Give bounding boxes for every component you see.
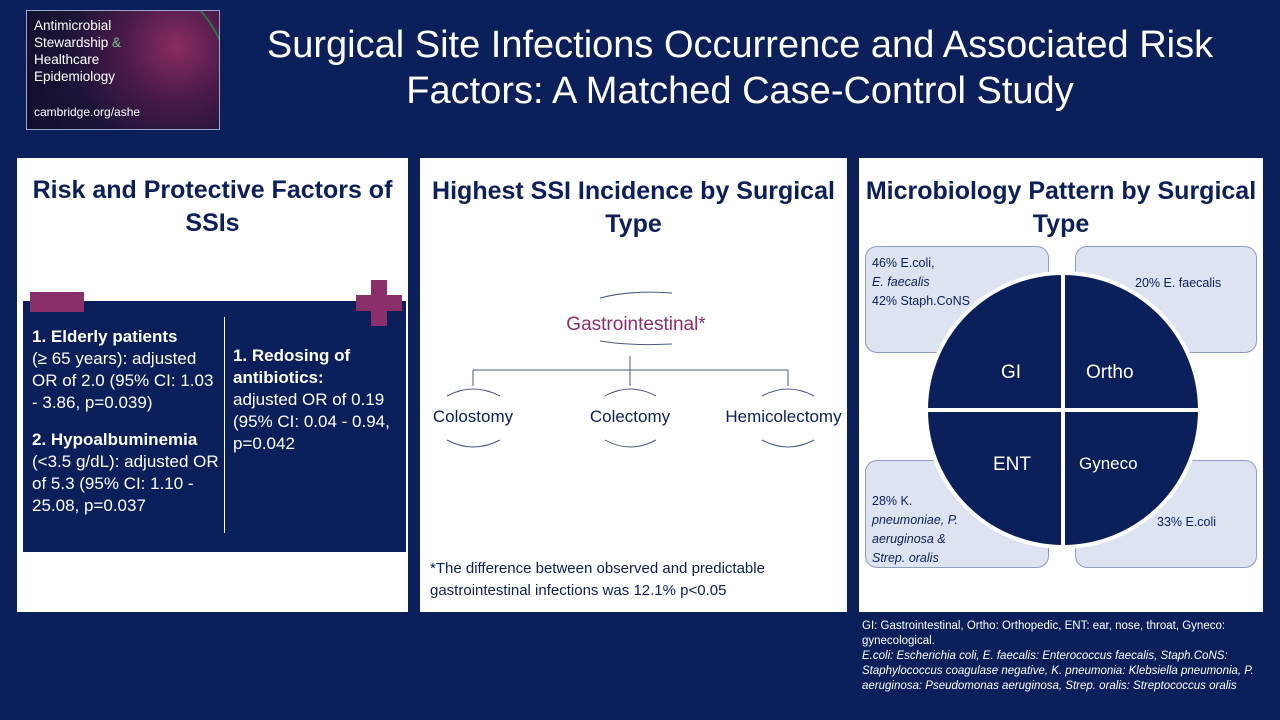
incidence-footnote: *The difference between observed and pre…	[430, 560, 765, 599]
abbreviation-legend: GI: Gastrointestinal, Ortho: Orthopedic,…	[862, 619, 1274, 694]
quadrant-ortho	[1061, 270, 1203, 412]
risk-factor-2: 2. Hypoalbuminemia (<3.5 g/dL): adjusted…	[32, 429, 222, 517]
plus-icon	[356, 280, 402, 326]
colectomy-arc-top	[604, 388, 657, 397]
risk-factor-2-title: 2. Hypoalbuminemia	[32, 430, 198, 449]
ent-organisms: 28% K. pneumoniae, P. aeruginosa & Strep…	[872, 494, 958, 565]
risk-factor-1-title: 1. Elderly patients	[32, 327, 178, 346]
colostomy-arc-bottom	[446, 439, 501, 448]
hemicolectomy-arc-bottom	[761, 439, 815, 448]
risk-panel-title: Risk and Protective Factors of SSIs	[32, 176, 393, 237]
ortho-organisms: 20% E. faecalis	[1135, 276, 1222, 290]
node-hemicolectomy: Hemicolectomy	[725, 407, 842, 426]
microbiology-panel: Microbiology Pattern by Surgical Type 46…	[859, 158, 1263, 612]
quadrant-label-gi: GI	[1001, 362, 1022, 383]
gyneco-organisms: 33% E.coli	[1157, 515, 1217, 529]
risk-factors-box	[23, 301, 406, 552]
colostomy-arc-top	[446, 388, 501, 397]
quadrant-gyneco	[1061, 408, 1203, 550]
quadrant-label-gyneco: Gyneco	[1079, 454, 1138, 473]
node-gastrointestinal: Gastrointestinal*	[566, 314, 706, 335]
protective-factor-1-title: 1. Redosing of antibiotics:	[233, 346, 351, 387]
column-divider	[224, 317, 225, 533]
risk-factor-1: 1. Elderly patients (≥ 65 years): adjust…	[32, 326, 222, 414]
colectomy-arc-bottom	[604, 439, 657, 448]
protective-factor-1-detail: adjusted OR of 0.19 (95% CI: 0.04 - 0.94…	[233, 390, 390, 453]
page-title: Surgical Site Infections Occurrence and …	[266, 24, 1214, 112]
micro-panel-title: Microbiology Pattern by Surgical Type	[865, 177, 1257, 238]
logo-line-2: Stewardship &	[34, 35, 122, 50]
logo-url: cambridge.org/ashe	[34, 105, 141, 119]
quadrant-label-ortho: Ortho	[1086, 362, 1134, 383]
protective-factor-1: 1. Redosing of antibiotics: adjusted OR …	[233, 345, 403, 455]
incidence-panel-title: Highest SSI Incidence by Surgical Type	[432, 177, 835, 238]
logo-line-3: Healthcare	[34, 52, 100, 67]
risk-factors-panel: Risk and Protective Factors of SSIs 1. E…	[17, 158, 408, 612]
quadrant-circle	[923, 270, 1203, 550]
quadrant-label-ent: ENT	[993, 454, 1031, 475]
logo-text: Antimicrobial Stewardship & Healthcare E…	[34, 17, 121, 85]
hemicolectomy-arc-top	[761, 388, 815, 397]
root-arc-top	[599, 291, 673, 299]
gi-organisms: 46% E.coli, E. faecalis 42% Staph.CoNS	[872, 256, 970, 308]
node-colectomy: Colectomy	[589, 407, 671, 426]
journal-logo: Antimicrobial Stewardship & Healthcare E…	[26, 10, 220, 130]
hierarchy-diagram	[446, 291, 815, 448]
quadrant-ent	[923, 408, 1065, 550]
risk-factor-1-detail: (≥ 65 years): adjusted OR of 2.0 (95% CI…	[32, 349, 214, 412]
root-arc-bottom	[599, 340, 673, 346]
logo-line-4: Epidemiology	[34, 69, 116, 84]
risk-factor-2-detail: (<3.5 g/dL): adjusted OR of 5.3 (95% CI:…	[32, 452, 219, 515]
legend-line-2: E.coli: Escherichia coli, E. faecalis: E…	[862, 650, 1254, 692]
node-colostomy: Colostomy	[432, 407, 514, 426]
logo-line-1: Antimicrobial	[34, 18, 112, 33]
quadrant-gi	[923, 270, 1065, 412]
incidence-panel: Highest SSI Incidence by Surgical Type G…	[420, 158, 847, 612]
minus-icon	[30, 292, 84, 312]
legend-line-1: GI: Gastrointestinal, Ortho: Orthopedic,…	[862, 620, 1226, 647]
